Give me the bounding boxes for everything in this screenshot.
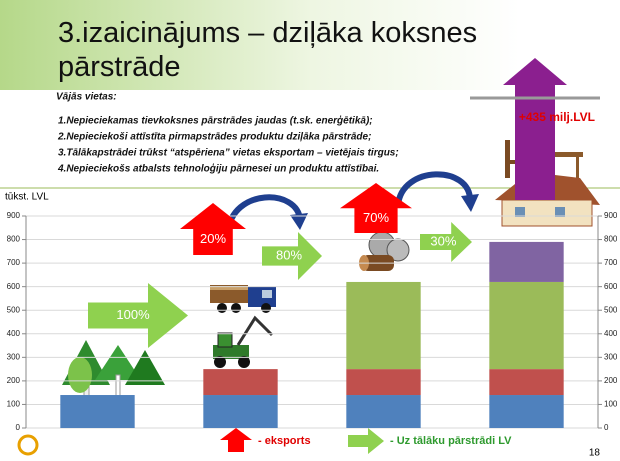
legend-note: - Uz tālāku pārstrādi LV — [390, 435, 512, 447]
y2-tick-label: 800 — [604, 235, 618, 244]
y-axis-label: tūkst. LVL — [5, 192, 49, 203]
y2-tick-label: 600 — [604, 282, 618, 291]
arrow-label: 100% — [116, 307, 150, 322]
y2-tick-label: 700 — [604, 258, 618, 267]
note: 1.Nepieciekamas tievkoksnes pārstrādes j… — [58, 114, 373, 127]
bar-segment — [203, 369, 277, 395]
y-tick-label: 800 — [7, 235, 21, 244]
bar-segment — [489, 282, 563, 369]
y-tick-label: 400 — [7, 329, 21, 338]
arrow-label: 30% — [430, 233, 456, 248]
bar-segment — [489, 395, 563, 428]
slide: Vājās vietas: tūkst. LVL +435 milj.LVL 1… — [0, 0, 620, 461]
y-tick-label: 500 — [7, 305, 21, 314]
slide-title: 3.izaicinājums – dziļāka koksnes pārstrā… — [58, 16, 528, 84]
y2-tick-label: 300 — [604, 352, 618, 361]
arrow-label: 70% — [363, 210, 389, 225]
y2-tick-label: 900 — [604, 211, 618, 220]
note: 3.Tālākapstrādei trūkst “atspēriena” vie… — [58, 148, 399, 159]
y-tick-label: 600 — [7, 282, 21, 291]
arrow-label: 20% — [200, 231, 226, 246]
growth-label: +435 milj.LVL — [519, 110, 595, 124]
y2-tick-label: 200 — [604, 376, 618, 385]
subtitle: Vājās vietas: — [56, 92, 117, 103]
y2-tick-label: 500 — [604, 305, 618, 314]
y-tick-label: 100 — [7, 400, 21, 409]
y-tick-label: 200 — [7, 376, 21, 385]
bar-segment — [346, 369, 420, 395]
bar-segment — [346, 282, 420, 369]
bar-segment — [60, 395, 134, 428]
y-tick-label: 0 — [16, 423, 21, 432]
y2-tick-label: 400 — [604, 329, 618, 338]
bar-segment — [346, 395, 420, 428]
y-tick-label: 900 — [7, 211, 21, 220]
legend-note: - eksports — [258, 435, 311, 447]
note: 4.Nepieciekošs atbalsts tehnoloģiju pārn… — [57, 162, 379, 175]
bar-segment — [203, 395, 277, 428]
arrow-label: 80% — [276, 247, 302, 262]
y-tick-label: 300 — [7, 352, 21, 361]
y2-tick-label: 100 — [604, 400, 618, 409]
y-tick-label: 700 — [7, 258, 21, 267]
page-number: 18 — [589, 448, 601, 459]
note: 2.Nepieciekoši attīstīta pirmapstrādes p… — [57, 132, 371, 143]
bar-segment — [489, 242, 563, 282]
bar-segment — [489, 369, 563, 395]
y2-tick-label: 0 — [604, 423, 609, 432]
